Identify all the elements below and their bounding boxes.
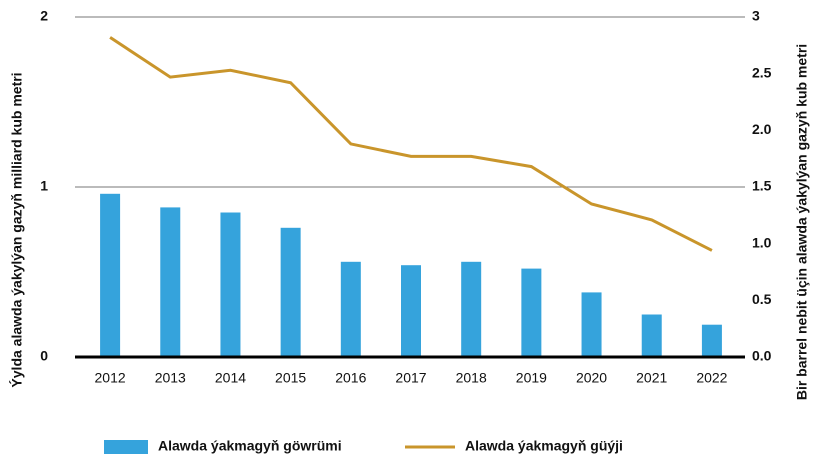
y2-tick-label: 0.0 [752, 348, 772, 364]
y2-tick-label: 2.0 [752, 121, 772, 137]
bar [581, 292, 602, 357]
bar [521, 268, 542, 357]
x-tick-label: 2012 [95, 370, 126, 386]
bar [220, 212, 241, 357]
x-tick-label: 2014 [215, 370, 246, 386]
x-tick-label: 2018 [456, 370, 487, 386]
x-tick-label: 2016 [335, 370, 366, 386]
y2-tick-label: 1.0 [752, 234, 772, 250]
y-tick-label: 1 [40, 178, 48, 194]
y2-axis-label: Bir barrel nebit üçin alawda ýakylýan ga… [794, 44, 810, 400]
bar [160, 207, 181, 357]
legend-swatch [104, 440, 148, 454]
y-tick-label: 0 [40, 348, 48, 364]
x-tick-label: 2015 [275, 370, 306, 386]
y-axis-label: Ýylda alawda ýakylýan gazyň milliard kub… [8, 72, 25, 387]
bar [340, 261, 361, 357]
y2-tick-label: 2.5 [752, 64, 772, 80]
bar [701, 324, 722, 357]
x-tick-label: 2017 [395, 370, 426, 386]
x-tick-label: 2021 [636, 370, 667, 386]
legend-label: Alawda ýakmagyň göwrümi [158, 438, 342, 454]
line [109, 36, 713, 252]
x-tick-label: 2022 [696, 370, 727, 386]
bar [280, 227, 301, 357]
x-tick-label: 2020 [576, 370, 607, 386]
bar [461, 261, 482, 357]
y2-tick-label: 1.5 [752, 178, 772, 194]
y2-tick-label: 0.5 [752, 291, 772, 307]
y-tick-label: 2 [40, 8, 48, 24]
bar [401, 265, 421, 357]
x-tick-label: 2019 [516, 370, 547, 386]
x-tick-label: 2013 [155, 370, 186, 386]
bar [100, 193, 121, 357]
legend-label: Alawda ýakmagyň güýji [465, 438, 623, 454]
bar [641, 314, 662, 357]
y2-tick-label: 3 [752, 8, 760, 24]
